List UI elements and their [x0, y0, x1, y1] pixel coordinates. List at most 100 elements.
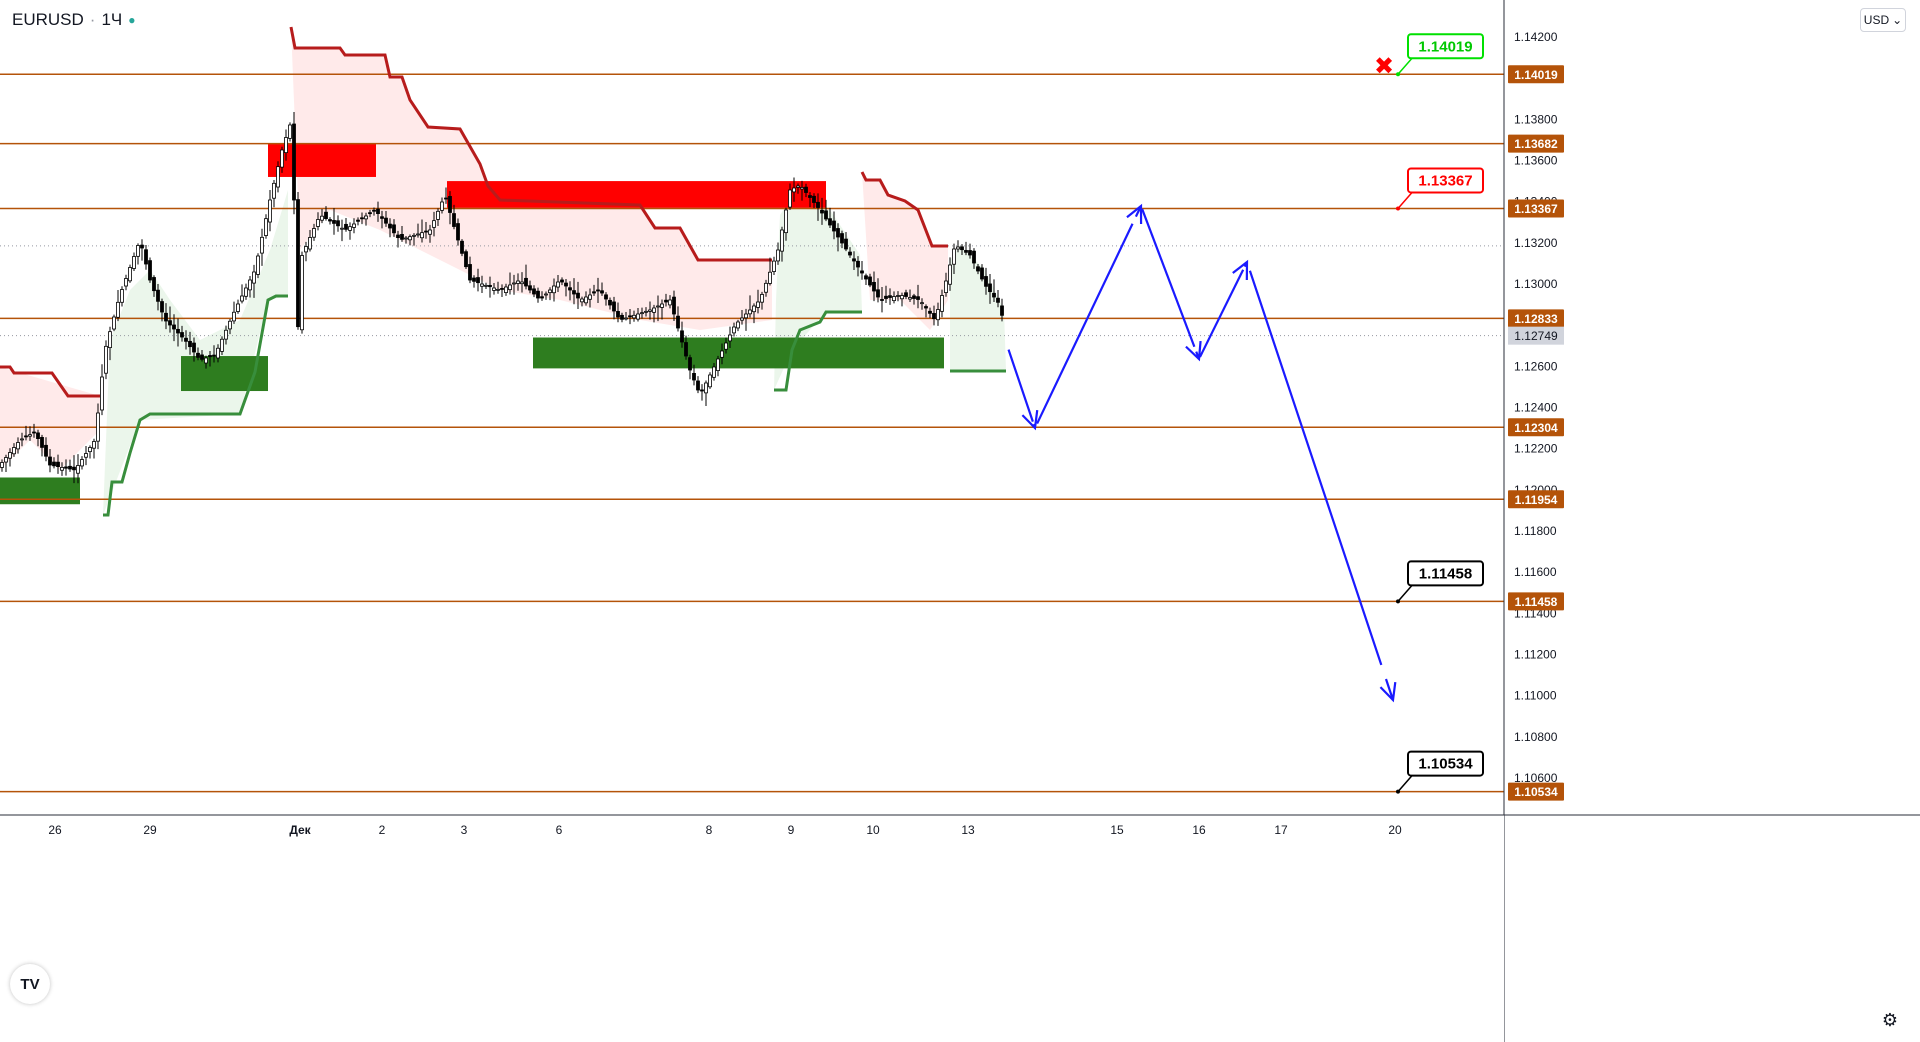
forecast-segment[interactable]	[1384, 678, 1395, 701]
candle-body	[724, 342, 728, 350]
current-price-tag	[1508, 326, 1564, 345]
candle-body	[624, 317, 628, 320]
time-tick-label: 6	[556, 823, 563, 837]
level-price-tag[interactable]	[1508, 309, 1564, 328]
price-tick-label: 1.10800	[1514, 730, 1558, 744]
level-price-tag[interactable]	[1508, 782, 1564, 801]
candle-body	[136, 245, 140, 257]
forecast-arrowhead	[1379, 682, 1397, 703]
symbol-label[interactable]: EURUSD · 1Ч ●	[12, 10, 136, 30]
trail-fill-down	[862, 172, 948, 330]
currency-button[interactable]: USD ⌄	[1860, 8, 1906, 32]
candle-body	[44, 444, 48, 457]
close-cross-icon[interactable]: ✖	[1374, 52, 1394, 80]
candle-body	[300, 255, 304, 331]
candle-body	[744, 313, 748, 319]
candle-body	[100, 376, 104, 411]
candle-body	[980, 267, 984, 280]
candle-body	[696, 380, 700, 391]
trail-fill-up	[950, 245, 1006, 371]
candle-body	[20, 438, 24, 441]
candle-body	[848, 251, 852, 256]
callout-box[interactable]	[1407, 750, 1484, 777]
candle-body	[516, 280, 520, 284]
candle-body	[396, 234, 400, 239]
candle-body	[236, 303, 240, 312]
price-axis[interactable]: 1.142001.138001.136001.134001.132001.130…	[1503, 0, 1920, 1042]
candle-body	[816, 201, 820, 208]
forecast-segment[interactable]	[1007, 349, 1034, 422]
level-price-tag-label: 1.12833	[1514, 312, 1558, 326]
level-price-tag-label: 1.14019	[1514, 68, 1558, 82]
callout-box[interactable]	[1407, 33, 1484, 60]
candle-body	[540, 296, 544, 299]
candle-body	[892, 296, 896, 302]
candle-body	[204, 357, 208, 364]
tradingview-logo-icon[interactable]: TV	[10, 964, 50, 1004]
candle-body	[124, 278, 128, 287]
candle-body	[168, 320, 172, 326]
candle-body	[836, 228, 840, 238]
settings-gear-icon[interactable]: ⚙	[1881, 1010, 1898, 1030]
candle-body	[176, 328, 180, 334]
candle-body	[768, 271, 772, 284]
candle-body	[588, 294, 592, 300]
candle-body	[948, 264, 952, 285]
callout-anchor	[1396, 599, 1400, 604]
candle-body	[568, 287, 572, 291]
candle-body	[528, 285, 532, 291]
level-price-tag[interactable]	[1508, 418, 1564, 437]
candle-body	[672, 296, 676, 315]
candle-body	[576, 292, 580, 299]
candle-body	[8, 452, 12, 459]
candle-body	[932, 313, 936, 320]
candle-body	[572, 290, 576, 295]
callout-box[interactable]	[1407, 560, 1484, 587]
candle-body	[312, 228, 316, 238]
candle-body	[828, 218, 832, 226]
candle-body	[664, 299, 668, 303]
forecast-segment[interactable]	[1141, 208, 1196, 348]
forecast-segment[interactable]	[1248, 270, 1383, 666]
price-tick-label: 1.14200	[1514, 30, 1558, 44]
levels-layer	[0, 73, 1504, 793]
level-price-tag[interactable]	[1508, 199, 1564, 218]
time-axis[interactable]: 26 29 Дек 2 3 6 8 9 10 13 15 16 17 20	[0, 814, 1920, 1042]
candle-body	[640, 312, 644, 315]
candle-body	[372, 209, 376, 212]
level-price-tag[interactable]	[1508, 134, 1564, 153]
candle-body	[272, 182, 276, 199]
candle-body	[764, 282, 768, 293]
candle-body	[876, 289, 880, 298]
candle-body	[276, 166, 280, 188]
candle-body	[436, 210, 440, 220]
price-tick-label: 1.13800	[1514, 112, 1558, 126]
candle-body	[960, 246, 964, 251]
candle-body	[416, 233, 420, 236]
candle-body	[4, 457, 8, 463]
candle-body	[864, 275, 868, 280]
candle-body	[784, 209, 788, 234]
level-price-tag[interactable]	[1508, 592, 1564, 611]
price-axis-bg	[1504, 0, 1920, 1042]
forecast-segment[interactable]	[1036, 223, 1134, 425]
level-price-tag[interactable]	[1508, 65, 1564, 84]
candle-body	[76, 465, 80, 474]
candle-body	[992, 292, 996, 298]
candle-body	[140, 244, 144, 249]
forecast-segment[interactable]	[1198, 269, 1245, 358]
price-tick-label: 1.11800	[1514, 524, 1557, 538]
candle-body	[912, 295, 916, 299]
candle-body	[228, 320, 232, 330]
level-price-tag[interactable]	[1508, 490, 1564, 509]
trailing-stop-up-line	[774, 310, 862, 392]
candle-body	[424, 230, 428, 233]
candle-body	[232, 311, 236, 322]
callout-box[interactable]	[1407, 167, 1484, 194]
callout-anchor	[1396, 206, 1400, 211]
candle-body	[336, 220, 340, 227]
candle-body	[208, 355, 212, 358]
candle-body	[984, 276, 988, 287]
candle-body	[252, 271, 256, 284]
